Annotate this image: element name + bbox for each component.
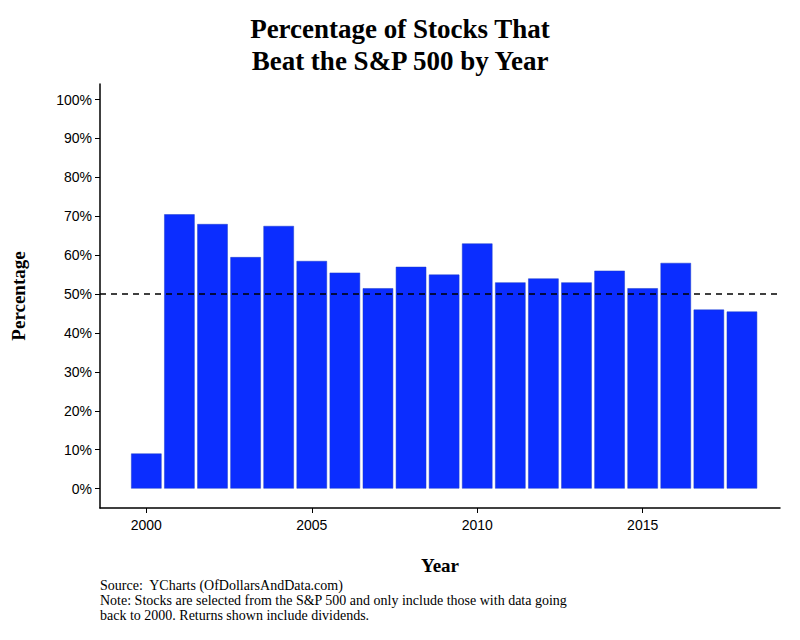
svg-text:40%: 40% (64, 325, 92, 341)
svg-text:2000: 2000 (131, 517, 162, 533)
svg-text:50%: 50% (64, 286, 92, 302)
svg-text:2015: 2015 (627, 517, 658, 533)
svg-text:Source: YCharts (OfDollarsAnd: Source: YCharts (OfDollarsAndData.com) (100, 578, 343, 594)
svg-text:Note: Stocks are selected from: Note: Stocks are selected from the S&P 5… (100, 593, 567, 608)
svg-text:60%: 60% (64, 247, 92, 263)
svg-text:30%: 30% (64, 364, 92, 380)
svg-text:70%: 70% (64, 208, 92, 224)
svg-text:90%: 90% (64, 130, 92, 146)
svg-text:10%: 10% (64, 442, 92, 458)
svg-text:100%: 100% (56, 92, 92, 108)
svg-text:0%: 0% (72, 481, 92, 497)
svg-text:2010: 2010 (462, 517, 493, 533)
svg-text:Percentage: Percentage (8, 251, 29, 340)
svg-text:Year: Year (421, 555, 460, 576)
svg-text:2005: 2005 (296, 517, 327, 533)
svg-text:20%: 20% (64, 403, 92, 419)
svg-text:Percentage of Stocks That: Percentage of Stocks That (250, 14, 550, 44)
svg-text:80%: 80% (64, 169, 92, 185)
svg-text:back to 2000. Returns shown in: back to 2000. Returns shown include divi… (100, 608, 369, 623)
svg-text:Beat the S&P 500 by Year: Beat the S&P 500 by Year (252, 46, 549, 76)
